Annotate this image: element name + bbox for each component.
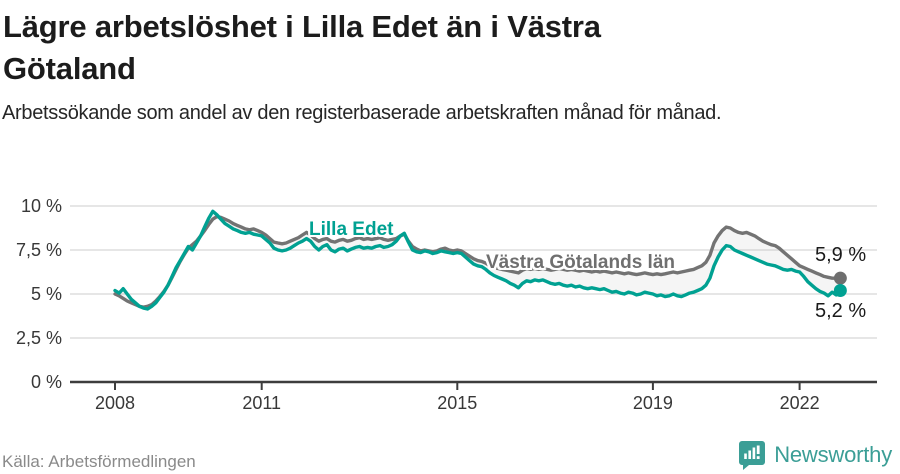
newsworthy-logo: Newsworthy xyxy=(738,440,892,470)
chart-subtitle: Arbetssökande som andel av den registerb… xyxy=(2,102,722,124)
end-value-label-vastra-gotaland: 5,9 % xyxy=(815,244,867,266)
page-title-line2: Götaland xyxy=(3,51,136,86)
x-axis-tick-label: 2008 xyxy=(95,393,135,413)
x-axis-tick-label: 2022 xyxy=(780,393,820,413)
y-axis-tick-label: 10 % xyxy=(21,196,62,216)
newsworthy-wordmark: Newsworthy xyxy=(774,442,892,467)
source-attribution: Källa: Arbetsförmedlingen xyxy=(2,452,196,471)
x-axis-tick-label: 2019 xyxy=(633,393,673,413)
y-axis-tick-label: 5 % xyxy=(31,284,62,304)
x-axis-tick-label: 2015 xyxy=(437,393,477,413)
band-between-series xyxy=(115,211,841,309)
page-title: Lägre arbetslöshet i Lilla Edet än i Väs… xyxy=(3,6,883,90)
x-axis-tick-label: 2011 xyxy=(242,393,281,413)
series-label-lilla-edet: Lilla Edet xyxy=(309,219,394,240)
line-lilla-edet xyxy=(113,209,843,311)
end-value-label-lilla-edet: 5,2 % xyxy=(815,300,867,322)
page-title-line1: Lägre arbetslöshet i Lilla Edet än i Väs… xyxy=(3,9,601,44)
series-label-vastra-gotaland: Västra Götalands län xyxy=(486,252,676,273)
y-axis-tick-label: 7,5 % xyxy=(16,240,62,260)
y-axis-tick-label: 0 % xyxy=(31,372,62,392)
line-vastra-gotaland xyxy=(113,214,843,309)
end-dot-vastra-gotaland xyxy=(833,271,847,285)
newsworthy-speech-bubble-bar-chart-icon xyxy=(739,441,766,470)
y-axis-tick-label: 2,5 % xyxy=(16,328,62,348)
end-dot-lilla-edet xyxy=(833,283,847,297)
